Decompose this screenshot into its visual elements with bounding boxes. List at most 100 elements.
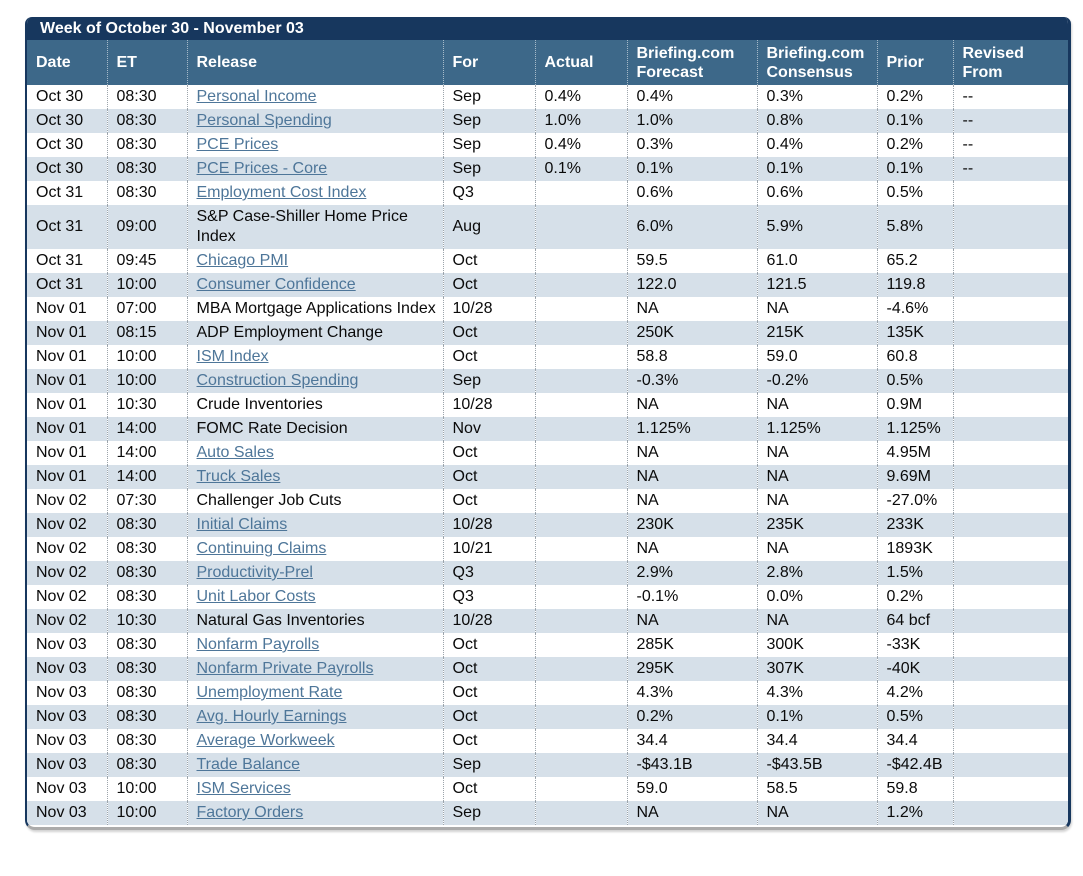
release-cell: Nonfarm Private Payrolls — [186, 657, 443, 681]
et-cell: 08:30 — [106, 729, 187, 753]
et-cell: 08:30 — [106, 133, 187, 157]
forecast-cell: 250K — [626, 321, 757, 345]
release-link[interactable]: Personal Income — [196, 88, 317, 105]
actual-cell: 0.4% — [534, 133, 627, 157]
release-link[interactable]: PCE Prices — [196, 136, 279, 153]
for-cell: Oct — [442, 441, 535, 465]
release-cell: ADP Employment Change — [186, 321, 443, 345]
consensus-cell: 58.5 — [756, 777, 877, 801]
for-cell: 10/28 — [442, 609, 535, 633]
actual-cell: 0.4% — [534, 85, 627, 109]
consensus-cell: NA — [756, 801, 877, 825]
date-cell: Oct 31 — [36, 184, 84, 201]
revised-cell — [952, 369, 1068, 393]
release-cell: Natural Gas Inventories — [186, 609, 443, 633]
release-link[interactable]: Avg. Hourly Earnings — [196, 708, 347, 725]
date-cell: Nov 03 — [36, 732, 87, 749]
release-link[interactable]: Factory Orders — [196, 804, 304, 821]
consensus-cell: 5.9% — [756, 205, 877, 249]
revised-cell — [952, 705, 1068, 729]
prior-cell: 119.8 — [876, 273, 953, 297]
et-cell: 10:00 — [106, 369, 187, 393]
revised-cell: -- — [952, 133, 1068, 157]
consensus-cell: NA — [756, 489, 877, 513]
prior-cell: 0.1% — [876, 109, 953, 133]
date-cell: Nov 03 — [36, 636, 87, 653]
prior-cell: 1.2% — [876, 801, 953, 825]
et-cell: 08:30 — [106, 705, 187, 729]
table-row: Nov 03 08:30 Average Workweek Oct 34.4 34.4 34… — [27, 729, 1068, 753]
consensus-cell: NA — [756, 393, 877, 417]
release-link[interactable]: Chicago PMI — [196, 252, 289, 269]
et-cell: 08:30 — [106, 513, 187, 537]
date-cell: Nov 02 — [36, 612, 87, 629]
consensus-cell: NA — [756, 297, 877, 321]
release-cell: PCE Prices - Core — [186, 157, 443, 181]
table-row: Nov 02 08:30 Unit Labor Costs Q3 -0.1% 0.0% 0.… — [27, 585, 1068, 609]
table-row: Nov 03 08:30 Nonfarm Payrolls Oct 285K 300K -3… — [27, 633, 1068, 657]
release-link[interactable]: Average Workweek — [196, 732, 335, 749]
column-header-forecast: Briefing.com Forecast — [626, 40, 757, 85]
et-cell: 10:00 — [106, 273, 187, 297]
forecast-cell: 1.125% — [626, 417, 757, 441]
release-link[interactable]: Employment Cost Index — [196, 184, 367, 201]
economic-calendar-panel: Week of October 30 - November 03 Date ET R… — [25, 17, 1071, 830]
date-cell: Nov 03 — [36, 780, 87, 797]
release-link[interactable]: ISM Index — [196, 348, 269, 365]
column-header-date: Date — [27, 40, 107, 85]
release-link[interactable]: Construction Spending — [196, 372, 359, 389]
release-link[interactable]: Nonfarm Payrolls — [196, 636, 320, 653]
prior-cell: 0.5% — [876, 369, 953, 393]
consensus-cell: 2.8% — [756, 561, 877, 585]
date-cell: Nov 02 — [36, 564, 87, 581]
et-cell: 14:00 — [106, 417, 187, 441]
release-link[interactable]: Initial Claims — [196, 516, 288, 533]
forecast-cell: NA — [626, 393, 757, 417]
for-cell: Sep — [442, 753, 535, 777]
revised-cell — [952, 321, 1068, 345]
release-link[interactable]: Auto Sales — [196, 444, 274, 461]
release-link[interactable]: ISM Services — [196, 780, 291, 797]
actual-cell — [534, 561, 627, 585]
date-cell: Oct 31 — [36, 276, 84, 293]
release-link[interactable]: Nonfarm Private Payrolls — [196, 660, 374, 677]
release-link[interactable]: Productivity-Prel — [196, 564, 313, 581]
forecast-cell: NA — [626, 465, 757, 489]
revised-cell — [952, 633, 1068, 657]
consensus-cell: 0.3% — [756, 85, 877, 109]
forecast-cell: 58.8 — [626, 345, 757, 369]
for-cell: Oct — [442, 489, 535, 513]
prior-cell: 9.69M — [876, 465, 953, 489]
release-link[interactable]: Continuing Claims — [196, 540, 327, 557]
release-cell: Unemployment Rate — [186, 681, 443, 705]
revised-cell — [952, 417, 1068, 441]
prior-cell: 0.5% — [876, 181, 953, 205]
release-link[interactable]: PCE Prices - Core — [196, 160, 328, 177]
consensus-cell: 235K — [756, 513, 877, 537]
consensus-cell: 34.4 — [756, 729, 877, 753]
release-link[interactable]: Consumer Confidence — [196, 276, 356, 293]
table-row: Oct 31 10:00 Consumer Confidence Oct 122.0 12… — [27, 273, 1068, 297]
release-link[interactable]: Trade Balance — [196, 756, 300, 773]
prior-cell: 0.2% — [876, 585, 953, 609]
release-link[interactable]: Unit Labor Costs — [196, 588, 316, 605]
forecast-cell: 1.0% — [626, 109, 757, 133]
release-link[interactable]: Truck Sales — [196, 468, 281, 485]
et-cell: 10:00 — [106, 777, 187, 801]
table-row: Nov 03 08:30 Unemployment Rate Oct 4.3% 4.3% 4… — [27, 681, 1068, 705]
et-cell: 08:30 — [106, 561, 187, 585]
release-cell: Crude Inventories — [186, 393, 443, 417]
revised-cell — [952, 801, 1068, 825]
release-link[interactable]: Personal Spending — [196, 112, 332, 129]
forecast-cell: NA — [626, 609, 757, 633]
column-header-actual: Actual — [534, 40, 627, 85]
et-cell: 08:30 — [106, 681, 187, 705]
release-link[interactable]: Unemployment Rate — [196, 684, 343, 701]
date-cell: Nov 02 — [36, 516, 87, 533]
release-cell: ISM Index — [186, 345, 443, 369]
forecast-cell: 0.2% — [626, 705, 757, 729]
for-cell: Sep — [442, 369, 535, 393]
revised-cell — [952, 297, 1068, 321]
et-cell: 07:00 — [106, 297, 187, 321]
consensus-cell: 121.5 — [756, 273, 877, 297]
